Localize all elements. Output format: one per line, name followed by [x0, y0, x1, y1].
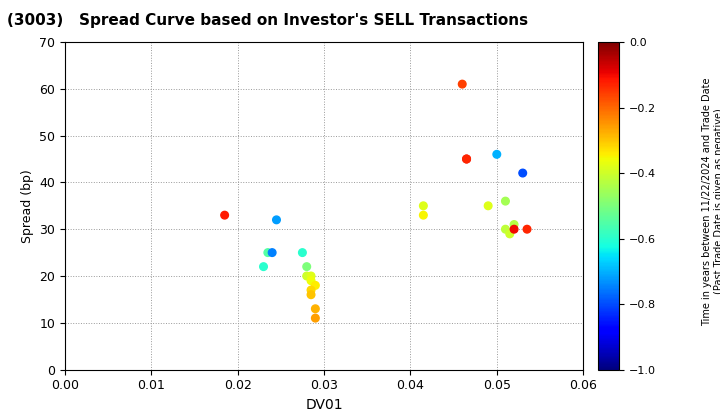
Point — [266, 249, 278, 256]
Text: Time in years between 11/22/2024 and Trade Date
(Past Trade Date is given as neg: Time in years between 11/22/2024 and Tra… — [702, 77, 720, 326]
Point — [301, 263, 312, 270]
Point — [482, 202, 494, 209]
Point — [508, 221, 520, 228]
Point — [305, 277, 317, 284]
Point — [310, 315, 321, 321]
Point — [461, 156, 472, 163]
Point — [301, 273, 312, 279]
Point — [521, 226, 533, 233]
Point — [310, 282, 321, 289]
Point — [262, 249, 274, 256]
Point — [219, 212, 230, 218]
Point — [491, 151, 503, 158]
Point — [517, 170, 528, 176]
Point — [456, 81, 468, 87]
Point — [504, 231, 516, 237]
Point — [500, 198, 511, 205]
Point — [305, 273, 317, 279]
Point — [305, 287, 317, 294]
Point — [310, 305, 321, 312]
Y-axis label: Spread (bp): Spread (bp) — [21, 169, 34, 243]
Point — [258, 263, 269, 270]
Point — [418, 212, 429, 218]
Point — [271, 216, 282, 223]
Point — [508, 226, 520, 233]
Point — [305, 291, 317, 298]
Point — [461, 156, 472, 163]
Point — [418, 202, 429, 209]
Point — [500, 226, 511, 233]
Point — [297, 249, 308, 256]
X-axis label: DV01: DV01 — [305, 398, 343, 412]
Text: (3003)   Spread Curve based on Investor's SELL Transactions: (3003) Spread Curve based on Investor's … — [7, 13, 528, 28]
